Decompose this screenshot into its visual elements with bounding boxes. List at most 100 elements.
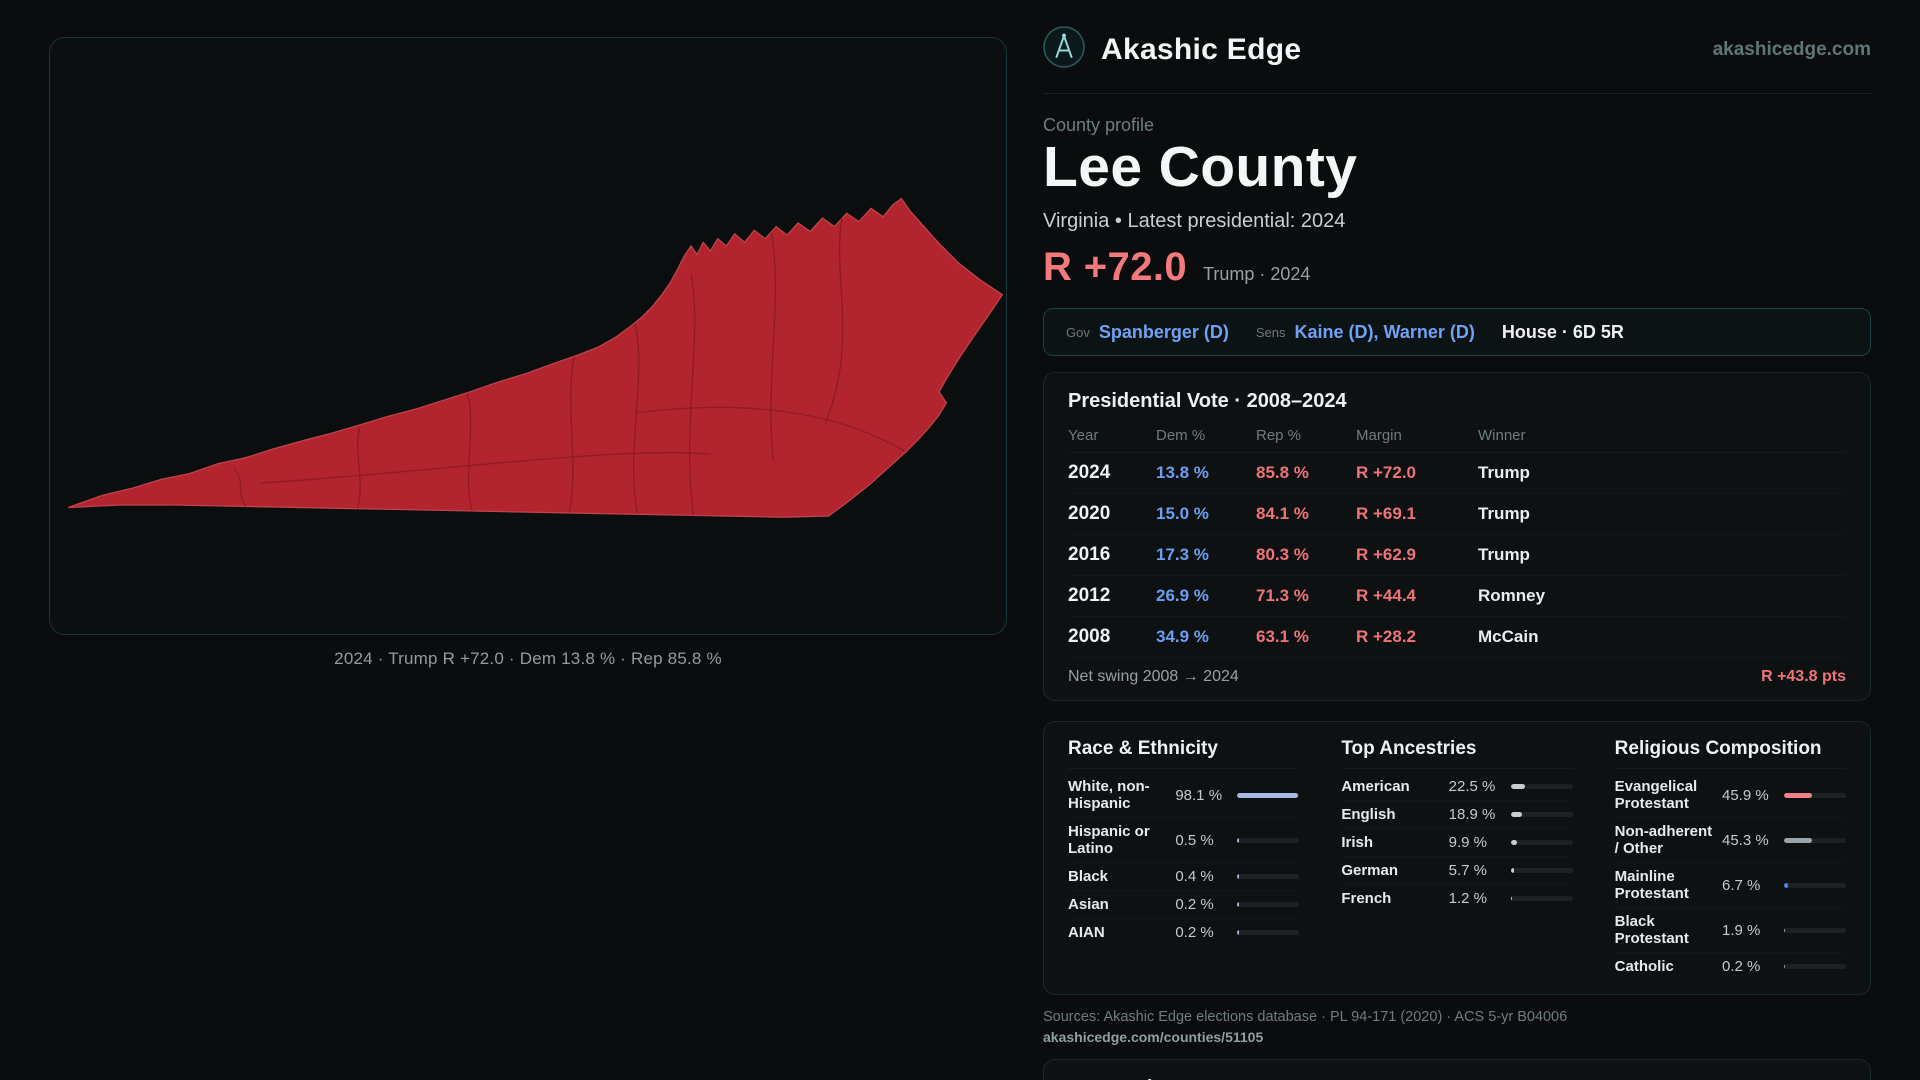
pv-rep: 71.3 % <box>1256 586 1309 605</box>
pv-dem: 15.0 % <box>1156 504 1209 523</box>
stat-row: Hispanic or Latino 0.5 % <box>1068 818 1300 863</box>
stat-row: Catholic 0.2 % <box>1615 953 1846 980</box>
stat-value: 0.5 % <box>1175 831 1214 849</box>
stat-value: 45.3 % <box>1721 831 1769 849</box>
pv-col-year: Year <box>1068 427 1099 444</box>
pv-margin: R +62.9 <box>1356 545 1417 564</box>
stat-bar <box>1237 837 1300 843</box>
stat-row: Evangelical Protestant 45.9 % <box>1614 773 1846 818</box>
pv-row: 2008 34.9 % 63.1 % R +28.2 McCain <box>1068 617 1846 658</box>
county-profile-eyebrow: County profile <box>1043 115 1155 135</box>
stat-value: 98.1 % <box>1175 786 1223 804</box>
pv-year: 2008 <box>1068 626 1111 647</box>
sens-label: Sens <box>1255 324 1286 340</box>
county-subtitle: Virginia • Latest presidential: 2024 <box>1043 210 1346 232</box>
net-swing-value: R +43.8 pts <box>1761 668 1846 685</box>
gov-label: Gov <box>1066 324 1090 340</box>
map-caption: 2024 · Trump R +72.0 · Dem 13.8 % · Rep … <box>334 649 722 668</box>
stat-label: French <box>1341 890 1392 907</box>
stat-bar <box>1783 837 1846 843</box>
stat-bar <box>1237 930 1300 935</box>
margin-note: Trump · 2024 <box>1203 264 1311 284</box>
stat-bar <box>1783 882 1846 888</box>
stat-row: Mainline Protestant 6.7 % <box>1614 863 1846 908</box>
religion-section: Religious Composition Evangelical Protes… <box>1614 738 1846 980</box>
stat-row: Black Protestant 1.9 % <box>1614 908 1846 953</box>
stat-row: American 22.5 % <box>1341 773 1573 801</box>
economics-title: Economics & Language <box>1068 1076 1846 1080</box>
stat-row: German 5.7 % <box>1341 857 1573 885</box>
stat-label: German <box>1341 862 1399 879</box>
stat-label: English <box>1341 806 1396 823</box>
stat-bar <box>1510 896 1573 901</box>
stat-value: 1.9 % <box>1721 921 1761 939</box>
stat-bar <box>1783 964 1846 969</box>
pv-header-row: Year Dem % Rep % Margin Winner <box>1068 423 1846 453</box>
stat-value: 1.2 % <box>1448 890 1488 907</box>
race-title: Race & Ethnicity <box>1068 738 1300 769</box>
stat-bar <box>1237 792 1300 798</box>
stat-bar <box>1783 792 1846 798</box>
ancestry-title: Top Ancestries <box>1341 738 1573 769</box>
pv-year: 2020 <box>1068 503 1111 524</box>
stat-bar <box>1237 902 1300 907</box>
site-logo-icon[interactable] <box>1043 26 1085 73</box>
stat-value: 0.2 % <box>1175 924 1214 941</box>
pv-dem: 26.9 % <box>1156 586 1209 605</box>
site-domain-link[interactable]: akashicedge.com <box>1712 38 1871 60</box>
stat-value: 0.4 % <box>1175 868 1214 885</box>
stat-row: Black 0.4 % <box>1068 863 1300 891</box>
officials-bar: Gov Spanberger (D) Sens Kaine (D), Warne… <box>1043 308 1871 356</box>
stat-label: Black Protestant <box>1614 913 1689 947</box>
pv-dem: 17.3 % <box>1156 545 1209 564</box>
house-value: House · 6D 5R <box>1501 321 1624 342</box>
stat-label: Evangelical Protestant <box>1614 778 1698 812</box>
stat-row: AIAN 0.2 % <box>1068 919 1300 946</box>
pv-col-margin: Margin <box>1356 427 1402 444</box>
pv-rep: 85.8 % <box>1256 463 1309 482</box>
pv-margin: R +28.2 <box>1356 627 1417 646</box>
gov-value-link[interactable]: Spanberger (D) <box>1098 321 1229 342</box>
pv-row: 2024 13.8 % 85.8 % R +72.0 Trump <box>1068 453 1846 494</box>
map-panel <box>49 37 1007 635</box>
stat-label: Catholic <box>1614 958 1674 975</box>
pv-year: 2016 <box>1068 544 1111 565</box>
stat-value: 18.9 % <box>1448 806 1496 823</box>
sens-value-link[interactable]: Kaine (D), Warner (D) <box>1294 321 1475 342</box>
stat-row: Non-adherent / Other 45.3 % <box>1614 818 1846 863</box>
stat-value: 5.7 % <box>1448 862 1488 879</box>
pv-rep: 63.1 % <box>1256 627 1309 646</box>
economics-card: Economics & Language <box>1043 1059 1871 1080</box>
site-header: Akashic Edge akashicedge.com <box>1043 0 1871 94</box>
pv-margin: R +69.1 <box>1356 504 1417 523</box>
stat-row: Asian 0.2 % <box>1068 891 1300 919</box>
stat-label: Asian <box>1068 896 1109 913</box>
pv-rep: 84.1 % <box>1256 504 1309 523</box>
precinct-boundaries <box>233 217 906 515</box>
profile-panel: Akashic Edge akashicedge.com County prof… <box>1043 0 1871 1080</box>
sources-permalink-link[interactable]: akashicedge.com/counties/51105 <box>1043 1029 1264 1045</box>
sources-line: Sources: Akashic Edge elections database… <box>1043 1009 1568 1025</box>
county-shape[interactable] <box>68 197 1004 518</box>
stat-label: Black <box>1068 868 1109 885</box>
stat-value: 45.9 % <box>1721 786 1769 804</box>
demographics-card: Race & Ethnicity White, non-Hispanic 98.… <box>1043 721 1871 995</box>
stat-value: 9.9 % <box>1448 834 1488 851</box>
race-section: Race & Ethnicity White, non-Hispanic 98.… <box>1068 738 1300 980</box>
stat-value: 22.5 % <box>1448 778 1496 795</box>
net-swing-label: Net swing 2008 → 2024 <box>1068 668 1239 685</box>
stat-row: French 1.2 % <box>1341 885 1573 912</box>
stat-bar <box>1237 874 1300 879</box>
stat-label: White, non-Hispanic <box>1068 778 1150 812</box>
pv-margin: R +72.0 <box>1356 463 1417 482</box>
religion-title: Religious Composition <box>1614 738 1846 769</box>
pv-col-rep: Rep % <box>1256 427 1302 444</box>
stat-label: Mainline Protestant <box>1614 868 1689 902</box>
pv-winner: McCain <box>1478 627 1539 646</box>
ancestry-section: Top Ancestries American 22.5 % English 1… <box>1341 738 1573 980</box>
pv-rep: 80.3 % <box>1256 545 1309 564</box>
stat-value: 0.2 % <box>1175 896 1214 913</box>
site-name: Akashic Edge <box>1101 32 1302 66</box>
pv-margin: R +44.4 <box>1356 586 1417 605</box>
stat-label: Non-adherent / Other <box>1614 823 1713 857</box>
